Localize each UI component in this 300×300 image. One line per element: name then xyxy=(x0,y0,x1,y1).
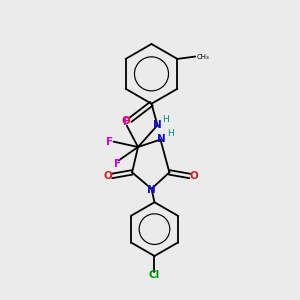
Text: N: N xyxy=(153,120,161,130)
Text: O: O xyxy=(103,171,112,181)
Text: H: H xyxy=(163,115,169,124)
Text: H: H xyxy=(167,129,174,138)
Text: F: F xyxy=(114,159,121,169)
Text: O: O xyxy=(190,171,198,181)
Text: CH₃: CH₃ xyxy=(196,53,209,59)
Text: F: F xyxy=(123,117,130,127)
Text: N: N xyxy=(147,185,156,195)
Text: N: N xyxy=(157,134,166,144)
Text: F: F xyxy=(106,136,113,147)
Text: Cl: Cl xyxy=(149,270,160,280)
Text: O: O xyxy=(122,116,130,126)
